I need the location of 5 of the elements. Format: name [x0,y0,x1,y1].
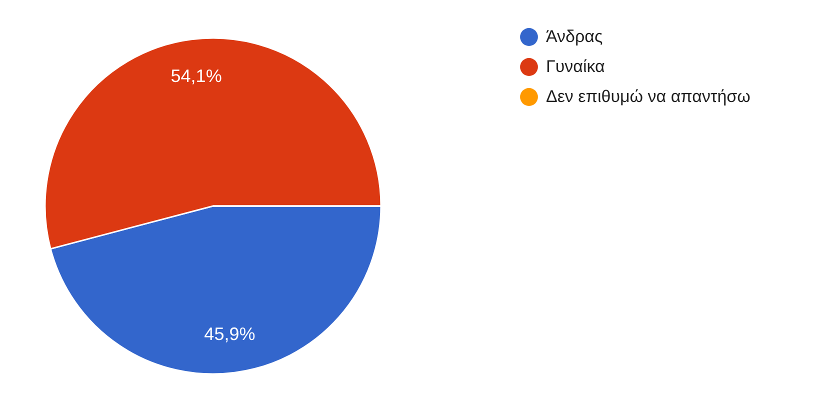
legend-label: Γυναίκα [546,57,606,76]
legend-label: Δεν επιθυμώ να απαντήσω [546,87,750,106]
data-label: 45,9% [204,324,256,344]
data-label: 54,1% [170,66,222,86]
legend-label: Άνδρας [546,27,603,46]
